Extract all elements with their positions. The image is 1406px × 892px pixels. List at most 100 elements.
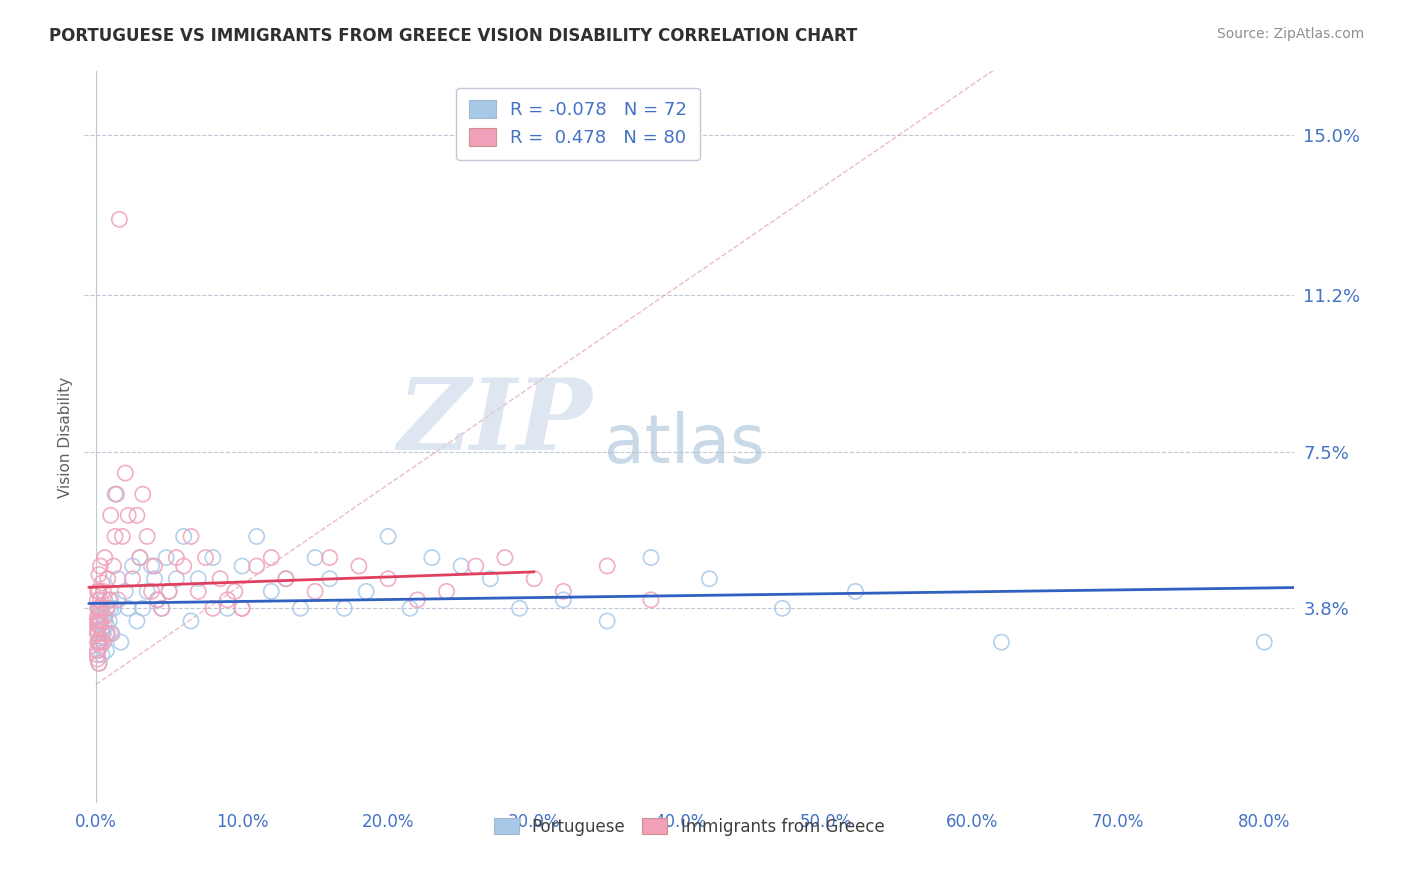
- Text: atlas: atlas: [605, 411, 765, 477]
- Point: [150, 601, 173, 615]
- Point: [436, 584, 458, 599]
- Point: [103, 559, 125, 574]
- Point: [94, 609, 117, 624]
- Point: [143, 559, 166, 574]
- Point: [93, 635, 115, 649]
- Point: [94, 592, 117, 607]
- Point: [90, 648, 112, 662]
- Point: [260, 584, 283, 599]
- Point: [201, 601, 224, 615]
- Y-axis label: Vision Disability: Vision Disability: [58, 376, 73, 498]
- Point: [194, 550, 217, 565]
- Point: [96, 626, 118, 640]
- Point: [523, 572, 546, 586]
- Point: [141, 559, 163, 574]
- Point: [94, 614, 117, 628]
- Legend: Portuguese, Immigrants from Greece: Portuguese, Immigrants from Greece: [484, 807, 894, 846]
- Point: [110, 635, 132, 649]
- Point: [90, 626, 112, 640]
- Point: [87, 657, 110, 671]
- Point: [596, 614, 619, 628]
- Point: [157, 584, 180, 599]
- Point: [86, 614, 108, 628]
- Point: [136, 584, 159, 599]
- Point: [90, 623, 112, 637]
- Point: [98, 614, 121, 628]
- Point: [93, 584, 115, 599]
- Point: [121, 572, 143, 586]
- Point: [333, 601, 356, 615]
- Point: [354, 584, 377, 599]
- Point: [86, 618, 108, 632]
- Point: [464, 559, 486, 574]
- Point: [180, 529, 202, 543]
- Point: [187, 584, 209, 599]
- Point: [93, 635, 115, 649]
- Point: [89, 601, 111, 615]
- Point: [100, 601, 122, 615]
- Point: [87, 584, 110, 599]
- Point: [114, 466, 136, 480]
- Point: [640, 592, 662, 607]
- Point: [699, 572, 721, 586]
- Point: [86, 626, 108, 640]
- Point: [990, 635, 1012, 649]
- Point: [553, 592, 575, 607]
- Point: [86, 643, 108, 657]
- Point: [86, 626, 108, 640]
- Point: [420, 550, 443, 565]
- Text: PORTUGUESE VS IMMIGRANTS FROM GREECE VISION DISABILITY CORRELATION CHART: PORTUGUESE VS IMMIGRANTS FROM GREECE VIS…: [49, 27, 858, 45]
- Point: [104, 529, 127, 543]
- Point: [96, 601, 118, 615]
- Point: [318, 550, 340, 565]
- Point: [104, 487, 127, 501]
- Point: [155, 550, 177, 565]
- Point: [217, 592, 239, 607]
- Point: [224, 584, 246, 599]
- Point: [187, 572, 209, 586]
- Point: [86, 652, 108, 666]
- Point: [93, 609, 115, 624]
- Point: [132, 487, 155, 501]
- Point: [86, 609, 108, 624]
- Point: [231, 601, 253, 615]
- Point: [86, 609, 108, 624]
- Point: [121, 559, 143, 574]
- Point: [86, 584, 108, 599]
- Point: [87, 618, 110, 632]
- Point: [100, 626, 122, 640]
- Point: [89, 592, 111, 607]
- Point: [86, 643, 108, 657]
- Point: [399, 601, 422, 615]
- Point: [157, 584, 180, 599]
- Point: [100, 508, 122, 523]
- Point: [165, 572, 187, 586]
- Point: [304, 550, 326, 565]
- Point: [479, 572, 502, 586]
- Point: [844, 584, 866, 599]
- Point: [596, 559, 619, 574]
- Point: [87, 618, 110, 632]
- Point: [86, 648, 108, 662]
- Point: [97, 601, 120, 615]
- Point: [136, 529, 159, 543]
- Point: [318, 572, 340, 586]
- Point: [377, 529, 399, 543]
- Point: [141, 584, 163, 599]
- Point: [89, 614, 111, 628]
- Point: [146, 592, 169, 607]
- Point: [87, 601, 110, 615]
- Point: [98, 592, 121, 607]
- Point: [231, 601, 253, 615]
- Point: [209, 572, 232, 586]
- Point: [377, 572, 399, 586]
- Text: ZIP: ZIP: [398, 375, 592, 471]
- Point: [304, 584, 326, 599]
- Point: [246, 559, 269, 574]
- Point: [97, 626, 120, 640]
- Point: [165, 550, 187, 565]
- Point: [90, 576, 112, 591]
- Point: [128, 550, 150, 565]
- Point: [125, 614, 148, 628]
- Point: [509, 601, 531, 615]
